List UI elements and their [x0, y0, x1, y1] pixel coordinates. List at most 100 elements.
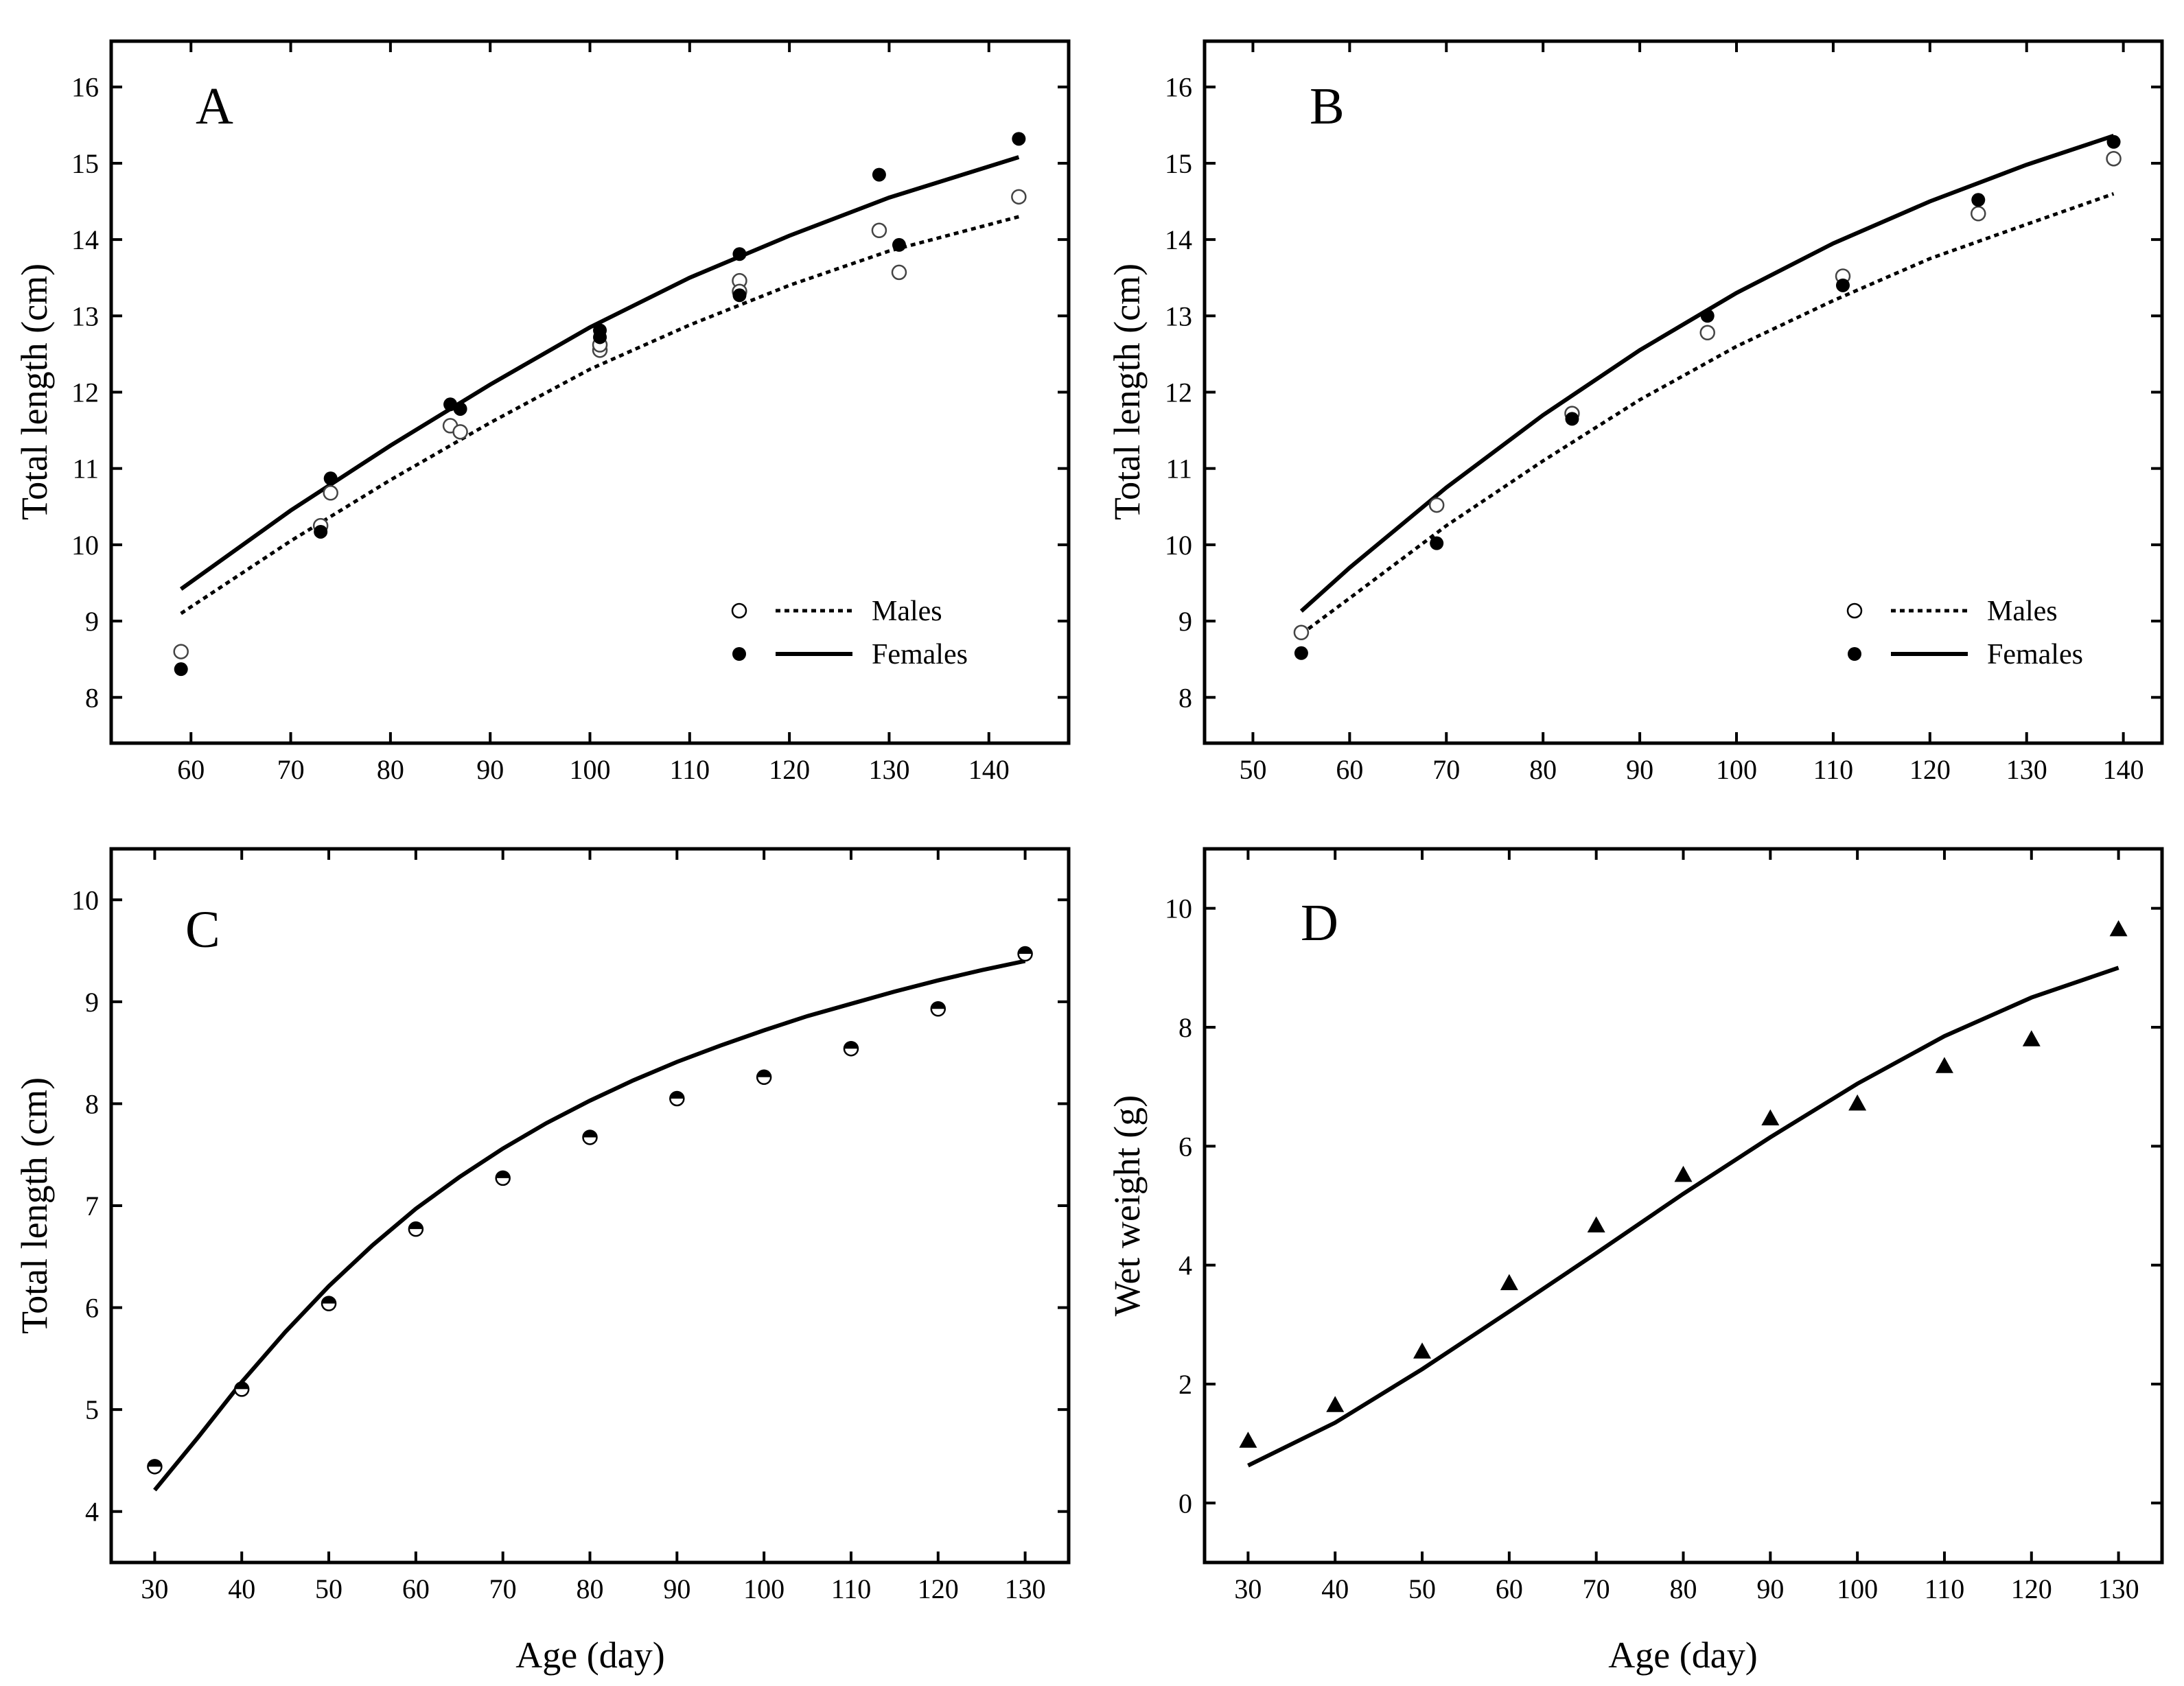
- data-point-observed: [233, 1381, 250, 1397]
- fit-curve: [1247, 965, 2119, 1468]
- males-fit-curve: [1300, 192, 2115, 636]
- x-tick-label: 130: [2098, 1573, 2139, 1604]
- y-tick-label: 6: [85, 1293, 99, 1324]
- data-point-females: [1836, 278, 1850, 292]
- y-tick-label: 15: [71, 148, 99, 179]
- x-tick-label: 70: [1432, 754, 1460, 785]
- panel-c-ticks: 30 40 50 60 70 80 90 100 110 120 130 4 5 6 7 8 9 10: [71, 849, 1069, 1604]
- panel-d-lines: [1247, 965, 2119, 1468]
- y-tick-label: 10: [1165, 893, 1192, 924]
- panel-d-x-axis-title: Age (day): [1608, 1635, 1757, 1676]
- x-tick-label: 80: [1529, 754, 1557, 785]
- x-tick-label: 100: [1837, 1573, 1878, 1604]
- panel-a-letter: A: [196, 78, 233, 135]
- data-point-females: [732, 247, 747, 261]
- x-tick-label: 60: [1496, 1573, 1523, 1604]
- data-point-observed: [2022, 1030, 2041, 1046]
- panel-a-legend: Males Females: [731, 596, 968, 670]
- data-point-females: [1971, 193, 1986, 207]
- y-tick-label: 8: [85, 682, 99, 713]
- x-tick-label: 90: [1756, 1573, 1784, 1604]
- x-tick-label: 80: [377, 754, 404, 785]
- data-point-observed: [1413, 1342, 1432, 1359]
- data-point-observed: [1017, 946, 1033, 962]
- data-point-observed: [669, 1090, 685, 1107]
- legend-females-marker: [1848, 647, 1861, 661]
- data-point-males: [323, 485, 338, 501]
- x-tick-label: 140: [968, 754, 1010, 785]
- x-tick-label: 100: [570, 754, 611, 785]
- x-tick-label: 40: [228, 1573, 255, 1604]
- data-point-females: [1700, 309, 1715, 323]
- y-tick-label: 10: [1165, 530, 1192, 561]
- panel-a-frame: [109, 39, 1071, 745]
- y-tick-label: 4: [85, 1497, 99, 1527]
- data-point-observed: [930, 1001, 946, 1017]
- x-tick-label: 50: [315, 1573, 342, 1604]
- data-point-females: [1012, 132, 1026, 146]
- x-tick-label: 90: [1626, 754, 1653, 785]
- panel-b-lines: [1299, 134, 2115, 636]
- x-tick-label: 90: [476, 754, 504, 785]
- legend-males-label: Males: [872, 596, 942, 627]
- data-point-observed: [756, 1069, 772, 1086]
- x-tick-label: 120: [2011, 1573, 2052, 1604]
- data-point-females: [174, 662, 188, 677]
- data-point-females: [314, 524, 328, 539]
- data-point-males: [891, 264, 907, 281]
- panel-d-points: [1239, 920, 2128, 1448]
- y-tick-label: 11: [72, 454, 99, 484]
- data-point-observed: [1587, 1216, 1605, 1232]
- y-tick-label: 14: [1165, 224, 1192, 255]
- data-point-observed: [408, 1221, 424, 1237]
- x-tick-label: 70: [1583, 1573, 1610, 1604]
- y-tick-label: 2: [1178, 1369, 1192, 1400]
- data-point-females: [1430, 536, 1444, 550]
- legend-females-label: Females: [872, 639, 968, 670]
- x-tick-label: 130: [1005, 1573, 1046, 1604]
- data-point-males: [1699, 325, 1715, 341]
- data-point-females: [1294, 646, 1308, 660]
- panel-c-x-axis-title: Age (day): [515, 1635, 664, 1676]
- panel-a-y-axis-title: Total length (cm): [14, 264, 55, 520]
- data-point-observed: [1239, 1431, 1257, 1448]
- data-point-males: [173, 644, 189, 659]
- x-tick-label: 130: [868, 754, 909, 785]
- y-tick-label: 8: [1178, 682, 1192, 713]
- y-tick-label: 9: [1178, 606, 1192, 637]
- data-point-observed: [582, 1129, 598, 1145]
- data-point-females: [593, 330, 607, 344]
- data-point-females: [872, 167, 886, 182]
- panel-c: C Total length (cm) Age (day) 30 40 50 60 70…: [14, 847, 1071, 1676]
- fit-curve: [179, 155, 1020, 591]
- x-tick-label: 70: [277, 754, 305, 785]
- data-point-observed: [321, 1296, 337, 1311]
- y-tick-label: 14: [71, 224, 99, 255]
- panel-c-y-axis-title: Total length (cm): [14, 1077, 55, 1334]
- panel-b-points: [1293, 134, 2122, 660]
- x-tick-label: 60: [402, 1573, 430, 1604]
- panel-c-letter: C: [185, 901, 220, 959]
- fit-curve: [1299, 134, 2115, 613]
- data-point-observed: [1674, 1165, 1693, 1182]
- panel-d-y-axis-title: Wet weight (g): [1106, 1095, 1148, 1317]
- data-point-males: [1293, 624, 1310, 641]
- x-tick-label: 110: [670, 754, 710, 785]
- y-tick-label: 12: [71, 377, 99, 408]
- x-tick-label: 30: [1234, 1573, 1262, 1604]
- x-tick-label: 100: [1716, 754, 1757, 785]
- x-tick-label: 80: [1670, 1573, 1697, 1604]
- data-point-males: [452, 424, 468, 440]
- data-point-observed: [843, 1040, 859, 1057]
- legend-males-label: Males: [1987, 596, 2058, 627]
- panel-b-ticks: 50 60 70 80 90 100 110 120 130 140 8 9 10 11 12 13 14 15 1…: [1165, 41, 2162, 785]
- x-tick-label: 130: [2006, 754, 2047, 785]
- data-point-females: [2106, 134, 2121, 149]
- data-point-observed: [1326, 1396, 1345, 1412]
- data-point-observed: [495, 1170, 511, 1186]
- data-point-observed: [1761, 1109, 1780, 1125]
- data-point-females: [323, 471, 338, 486]
- y-tick-label: 4: [1178, 1250, 1192, 1281]
- data-point-observed: [147, 1459, 163, 1475]
